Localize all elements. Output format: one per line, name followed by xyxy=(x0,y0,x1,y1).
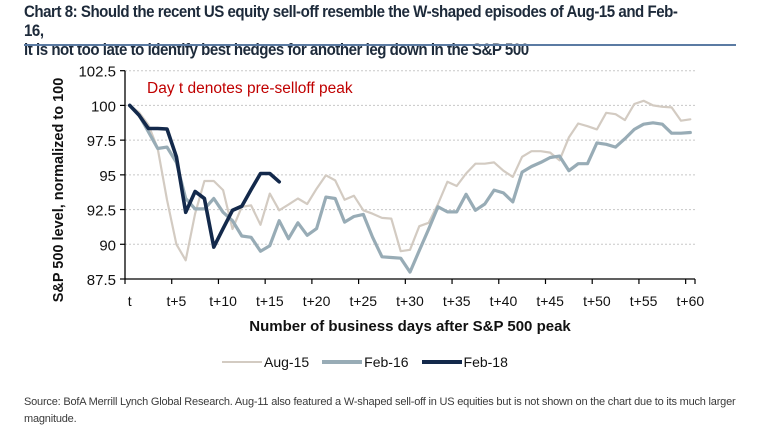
legend: Aug-15 Feb-16 Feb-18 xyxy=(222,352,521,372)
legend-swatch-feb-16 xyxy=(322,360,363,364)
legend-label-feb-18: Feb-18 xyxy=(463,354,508,370)
chart-title-line-1: Chart 8: Should the recent US equity sel… xyxy=(24,3,678,40)
x-tick-label: t+50 xyxy=(583,293,611,309)
annotation-day-t: Day t denotes pre-selloff peak xyxy=(147,80,353,97)
x-tick-label: t+5 xyxy=(166,293,186,309)
x-axis-label: Number of business days after S&P 500 pe… xyxy=(249,318,571,335)
legend-swatch-aug-15 xyxy=(222,361,262,363)
series-line-aug-15 xyxy=(128,99,692,262)
legend-label-aug-15: Aug-15 xyxy=(264,354,310,370)
y-tick-label: 92.5 xyxy=(87,203,116,220)
x-tick-label: t+10 xyxy=(209,293,237,309)
legend-label-feb-16: Feb-16 xyxy=(364,354,409,370)
y-tick-label: 97.5 xyxy=(87,133,116,150)
series-line-feb-16 xyxy=(128,103,692,274)
x-tick-label: t+15 xyxy=(256,293,284,309)
x-tick-label: t+60 xyxy=(677,293,705,309)
legend-item-aug-15: Aug-15 xyxy=(222,354,309,370)
title-underline xyxy=(24,44,736,46)
x-tick-label: t+45 xyxy=(536,293,564,309)
y-axis-label: S&P 500 level, normalized to 100 xyxy=(51,78,67,303)
x-tick-label: t+30 xyxy=(396,293,424,309)
x-tick-label: t+40 xyxy=(490,293,518,309)
x-tick-label: t+55 xyxy=(630,293,658,309)
gridlines xyxy=(125,70,695,245)
series-lines xyxy=(127,99,692,274)
x-ticks: t t+5 t+10 t+15 t+20 t+25 t+30 t+35 t+40 t+45 t+50… xyxy=(124,279,705,309)
legend-item-feb-16: Feb-16 xyxy=(322,354,409,370)
y-tick-label: 100 xyxy=(91,98,116,115)
legend-item-feb-18: Feb-18 xyxy=(421,354,508,370)
y-tick-label: 102.5 xyxy=(78,64,116,81)
series-line-feb-18 xyxy=(127,103,282,249)
x-tick-label: t+35 xyxy=(443,293,471,309)
y-tick-label: 95 xyxy=(99,168,116,185)
y-tick-label: 90 xyxy=(99,237,116,254)
x-tick-label: t xyxy=(128,293,132,309)
x-tick-label: t+20 xyxy=(303,293,331,309)
y-tick-label: 87.5 xyxy=(87,272,116,289)
source-note: Source: BofA Merrill Lynch Global Resear… xyxy=(24,396,736,425)
y-ticks: 87.5 90 92.5 95 97.5 100 102.5 xyxy=(78,64,125,289)
x-tick-label: t+25 xyxy=(349,293,377,309)
legend-swatch-feb-18 xyxy=(421,360,462,364)
